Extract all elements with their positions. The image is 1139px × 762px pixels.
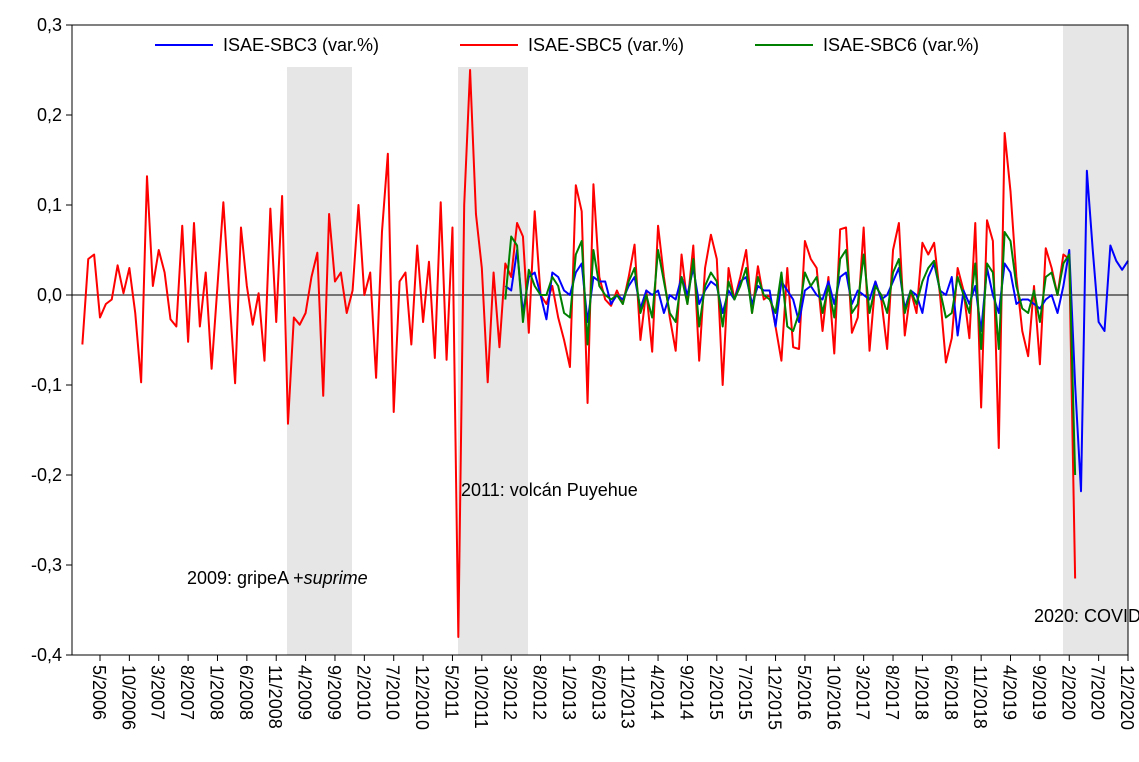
x-tick-label: 9/2009 <box>324 665 344 720</box>
annotation: 2009: gripeA +suprime <box>187 568 368 588</box>
y-tick-label: 0,3 <box>37 15 62 35</box>
x-tick-label: 12/2020 <box>1117 665 1137 730</box>
shaded-period <box>287 67 352 655</box>
series-line <box>81 69 1077 638</box>
plot <box>72 69 1129 638</box>
x-tick-label: 1/2018 <box>911 665 931 720</box>
x-tick-label: 9/2014 <box>676 665 696 720</box>
x-tick-label: 7/2020 <box>1088 665 1108 720</box>
x-tick-label: 10/2011 <box>471 665 491 729</box>
x-tick-label: 2/2010 <box>353 665 373 720</box>
x-tick-label: 10/2016 <box>823 665 843 730</box>
x-tick-label: 5/2016 <box>794 665 814 720</box>
plot-frame <box>71 24 1129 656</box>
y-tick-label: 0,2 <box>37 105 62 125</box>
x-tick-label: 12/2010 <box>412 665 432 730</box>
y-tick-label: 0,0 <box>37 285 62 305</box>
x-tick-label: 3/2007 <box>148 665 168 720</box>
x-tick-label: 4/2014 <box>647 665 667 720</box>
x-tick-label: 8/2017 <box>882 665 902 720</box>
x-tick-label: 3/2012 <box>500 665 520 720</box>
x-tick-label: 6/2013 <box>588 665 608 720</box>
legend-label: ISAE-SBC5 (var.%) <box>528 35 684 55</box>
x-tick-label: 4/2019 <box>1000 665 1020 720</box>
y-tick-label: -0,1 <box>31 375 62 395</box>
x-tick-label: 7/2010 <box>383 665 403 720</box>
annotation: 2011: volcán Puyehue <box>461 480 638 500</box>
legend-label: ISAE-SBC6 (var.%) <box>823 35 979 55</box>
y-tick-label: 0,1 <box>37 195 62 215</box>
x-tick-label: 4/2009 <box>295 665 315 720</box>
x-tick-label: 2/2020 <box>1058 665 1078 720</box>
x-tick-label: 8/2007 <box>177 665 197 720</box>
annotation: 2020: COVID <box>1034 606 1139 626</box>
x-tick-label: 5/2006 <box>89 665 109 720</box>
x-tick-label: 8/2012 <box>530 665 550 720</box>
x-tick-label: 10/2006 <box>118 665 138 730</box>
shaded-period <box>458 67 528 655</box>
series-line <box>504 231 1077 476</box>
x-tick-label: 5/2011 <box>441 665 461 719</box>
y-tick-label: -0,3 <box>31 555 62 575</box>
x-tick-label: 12/2015 <box>765 665 785 730</box>
x-tick-label: 7/2015 <box>735 665 755 720</box>
x-tick-label: 9/2019 <box>1029 665 1049 720</box>
x-tick-label: 3/2017 <box>853 665 873 720</box>
x-tick-label: 11/2008 <box>265 665 285 729</box>
x-tick-label: 6/2008 <box>236 665 256 720</box>
x-tick-label: 1/2008 <box>206 665 226 720</box>
x-tick-label: 6/2018 <box>941 665 961 720</box>
y-tick-label: -0,4 <box>31 645 62 665</box>
x-tick-label: 11/2013 <box>618 665 638 729</box>
x-tick-label: 1/2013 <box>559 665 579 720</box>
annotation-italic: suprime <box>304 568 368 588</box>
legend-label: ISAE-SBC3 (var.%) <box>223 35 379 55</box>
series-line <box>504 169 1129 493</box>
x-tick-label: 2/2015 <box>706 665 726 720</box>
annotation-text: 2009: gripeA + <box>187 568 304 588</box>
x-tick-label: 11/2018 <box>970 665 990 729</box>
y-tick-label: -0,2 <box>31 465 62 485</box>
